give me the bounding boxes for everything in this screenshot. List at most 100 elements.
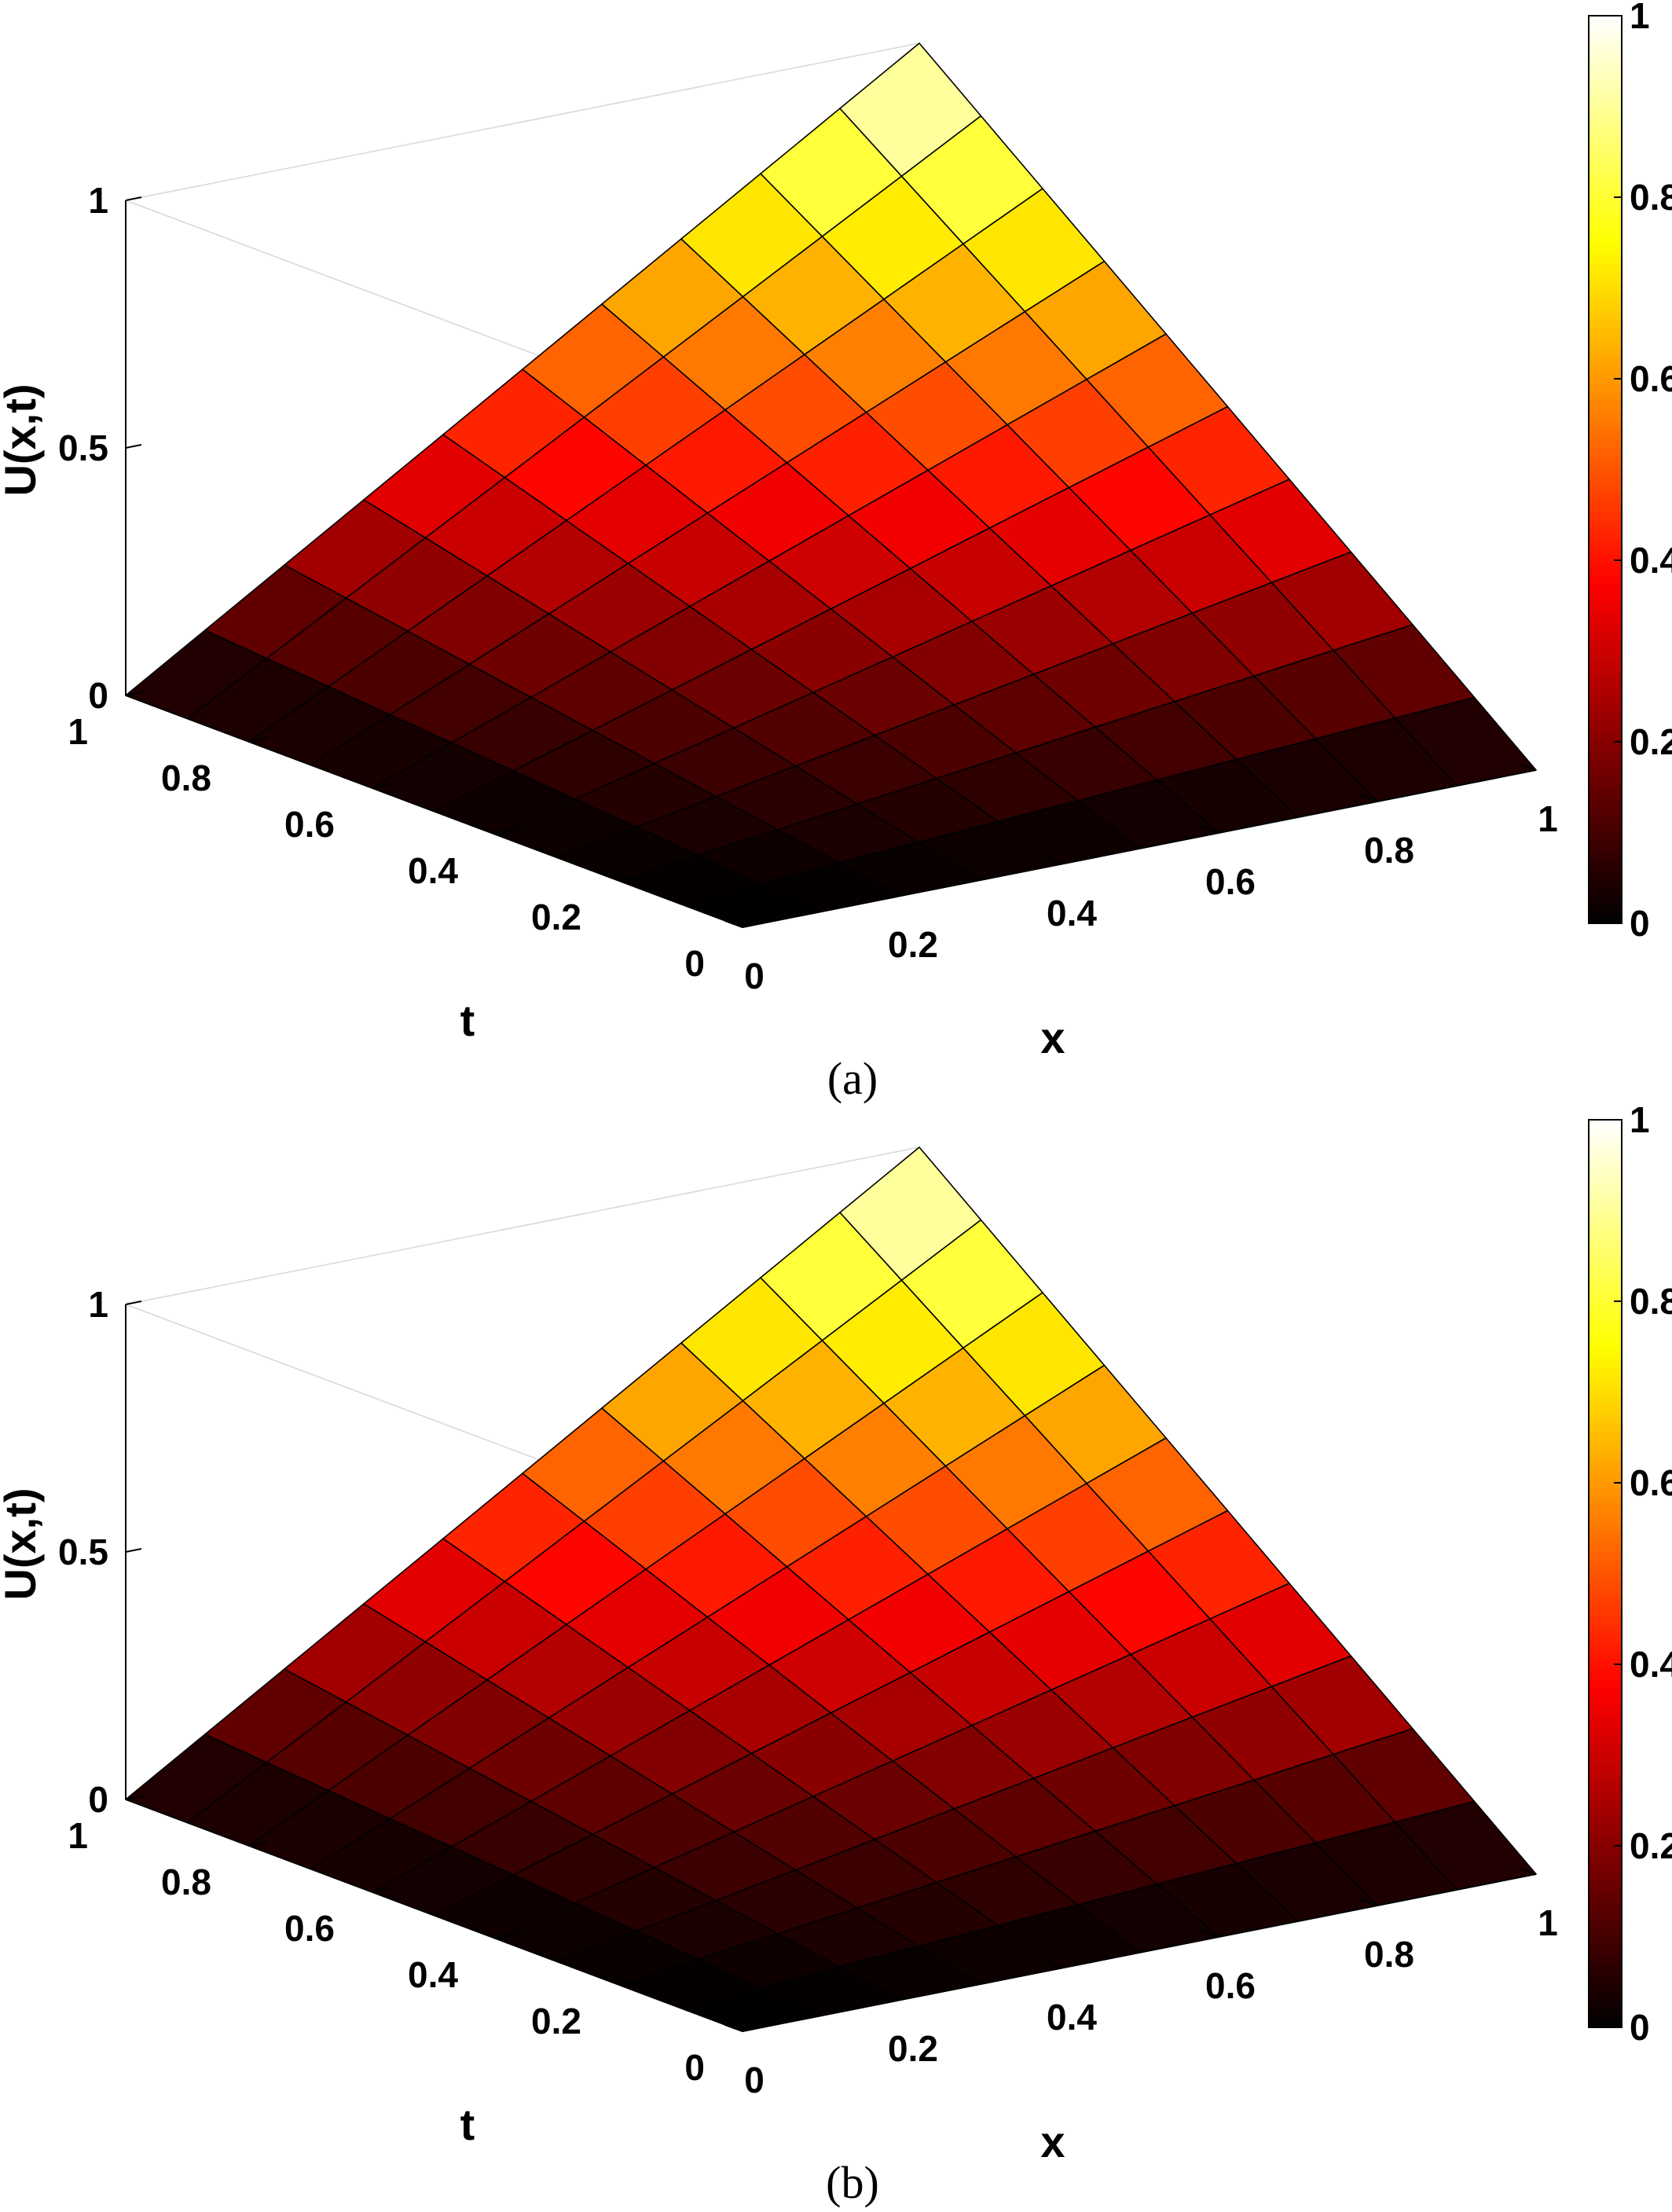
x-tick-mark	[1201, 1930, 1219, 1938]
colorbar-band	[1589, 1268, 1622, 1277]
colorbar-band	[1589, 1141, 1622, 1149]
colorbar-band	[1589, 455, 1622, 464]
t-tick-mark	[248, 1841, 269, 1847]
t-tick-label: 0.6	[284, 804, 335, 845]
colorbar-band	[1589, 1722, 1622, 1730]
surface-plot-b-svg: 00.20.40.60.8100.20.40.60.8100.51xtU(x,t…	[0, 1104, 1672, 2208]
surface-plot-a-svg: 00.20.40.60.8100.20.40.60.8100.51xtU(x,t…	[0, 0, 1672, 1104]
colorbar-band	[1589, 866, 1622, 875]
colorbar-band	[1589, 1311, 1622, 1319]
colorbar-band	[1589, 1984, 1622, 1993]
t-tick-label: 1	[68, 711, 88, 752]
colorbar-band	[1589, 1538, 1622, 1546]
colorbar-band	[1589, 1425, 1622, 1432]
colorbar-band	[1589, 1198, 1622, 1206]
colorbar-band	[1589, 1282, 1622, 1291]
z-ticks: 00.51	[58, 1284, 142, 1820]
colorbar-band	[1589, 675, 1622, 683]
colorbar-band	[1589, 732, 1622, 740]
x-tick-mark	[1359, 1898, 1378, 1906]
colorbar-band	[1589, 1942, 1622, 1950]
colorbar-band	[1589, 724, 1622, 733]
colorbar-band	[1589, 1183, 1622, 1192]
colorbar-band	[1589, 1970, 1622, 1979]
x-tick-mark	[1042, 1961, 1061, 1969]
colorbar-band	[1589, 1920, 1622, 1929]
colorbar-band	[1589, 845, 1622, 853]
colorbar-band	[1589, 1843, 1622, 1851]
x-tick-label: 0.8	[1364, 830, 1414, 871]
colorbar-band	[1589, 185, 1622, 194]
colorbar-band	[1589, 370, 1622, 378]
colorbar-band	[1589, 1715, 1622, 1723]
z-tick-label: 0	[88, 675, 108, 716]
x-tick-label: 1	[1538, 798, 1558, 839]
colorbar-band	[1589, 1821, 1622, 1830]
colorbar-band	[1589, 682, 1622, 691]
colorbar-band	[1589, 1672, 1622, 1681]
colorbar-band	[1589, 1134, 1622, 1142]
colorbar-band	[1589, 30, 1622, 38]
t-ticks: 0 0.2 0.4 0.6 0.8 1	[68, 691, 762, 984]
colorbar-band	[1589, 164, 1622, 173]
colorbar-band	[1589, 1850, 1622, 1858]
colorbar-band	[1589, 1460, 1622, 1468]
colorbar-band	[1589, 1679, 1622, 1688]
colorbar-band	[1589, 377, 1622, 386]
x-tick-label: 0.4	[1047, 893, 1097, 934]
colorbar-band	[1589, 16, 1622, 24]
colorbar-band	[1589, 434, 1622, 442]
colorbar-band	[1589, 427, 1622, 435]
colorbar-band	[1589, 1388, 1622, 1397]
colorbar-band	[1589, 1446, 1622, 1454]
colorbar-tick-label: 0.6	[1630, 358, 1672, 399]
colorbar-band	[1589, 1381, 1622, 1390]
colorbar-band	[1589, 122, 1622, 130]
colorbar-band	[1589, 1367, 1622, 1376]
colorbar-band	[1589, 1658, 1622, 1667]
colorbar-band	[1589, 1374, 1622, 1383]
colorbar-band	[1589, 1758, 1622, 1766]
t-tick-mark	[618, 1980, 639, 1986]
colorbar: 0 0.2 0.4 0.6 0.8 1	[1588, 1104, 1672, 2048]
z-axis-label: U(x,t)	[0, 383, 45, 496]
colorbar-band	[1589, 270, 1622, 279]
colorbar-band	[1589, 1730, 1622, 1737]
colorbar-band	[1589, 1829, 1622, 1837]
x-axis-label: x	[1040, 2117, 1065, 2166]
panel-label: (b)	[826, 2157, 879, 2208]
colorbar-band	[1589, 497, 1622, 506]
z-axis-label: U(x,t)	[0, 1488, 45, 1600]
colorbar-band	[1589, 284, 1622, 293]
colorbar-band	[1589, 299, 1622, 307]
colorbar-band	[1589, 313, 1622, 321]
colorbar-band	[1589, 1190, 1622, 1199]
colorbar-band	[1589, 894, 1622, 903]
colorbar-band	[1589, 1587, 1622, 1596]
colorbar-band	[1589, 263, 1622, 272]
colorbar-band	[1589, 1360, 1622, 1369]
z-tick-label: 0.5	[58, 427, 108, 468]
box-edge-back-top	[125, 1146, 920, 1305]
t-tick-mark	[372, 1887, 392, 1893]
box-edge-back-top	[125, 42, 920, 201]
t-tick-label: 0.4	[408, 850, 458, 891]
colorbar-band	[1589, 696, 1622, 705]
colorbar-band	[1589, 37, 1622, 45]
colorbar-band	[1589, 242, 1622, 251]
colorbar-band	[1589, 143, 1622, 152]
t-tick-label: 0.2	[531, 2001, 581, 2041]
colorbar-band	[1589, 150, 1622, 159]
colorbar-band	[1589, 915, 1622, 924]
x-tick-label: 0.8	[1364, 1934, 1414, 1975]
surface-plot-a: 0 0.2 0.4 0.6 0.8 1 0 0.2 0.4 0.6 0.8 1 0 0.5 1 x t U(x,t…	[0, 0, 1672, 1104]
colorbar-band	[1589, 1417, 1622, 1425]
t-tick-label: 1	[68, 1815, 88, 1856]
colorbar-band	[1589, 1453, 1622, 1461]
t-tick-label: 0.8	[161, 758, 211, 798]
colorbar-band	[1589, 441, 1622, 449]
colorbar-band	[1589, 136, 1622, 145]
colorbar-band	[1589, 277, 1622, 286]
colorbar-band	[1589, 448, 1622, 457]
colorbar-band	[1589, 1524, 1622, 1532]
